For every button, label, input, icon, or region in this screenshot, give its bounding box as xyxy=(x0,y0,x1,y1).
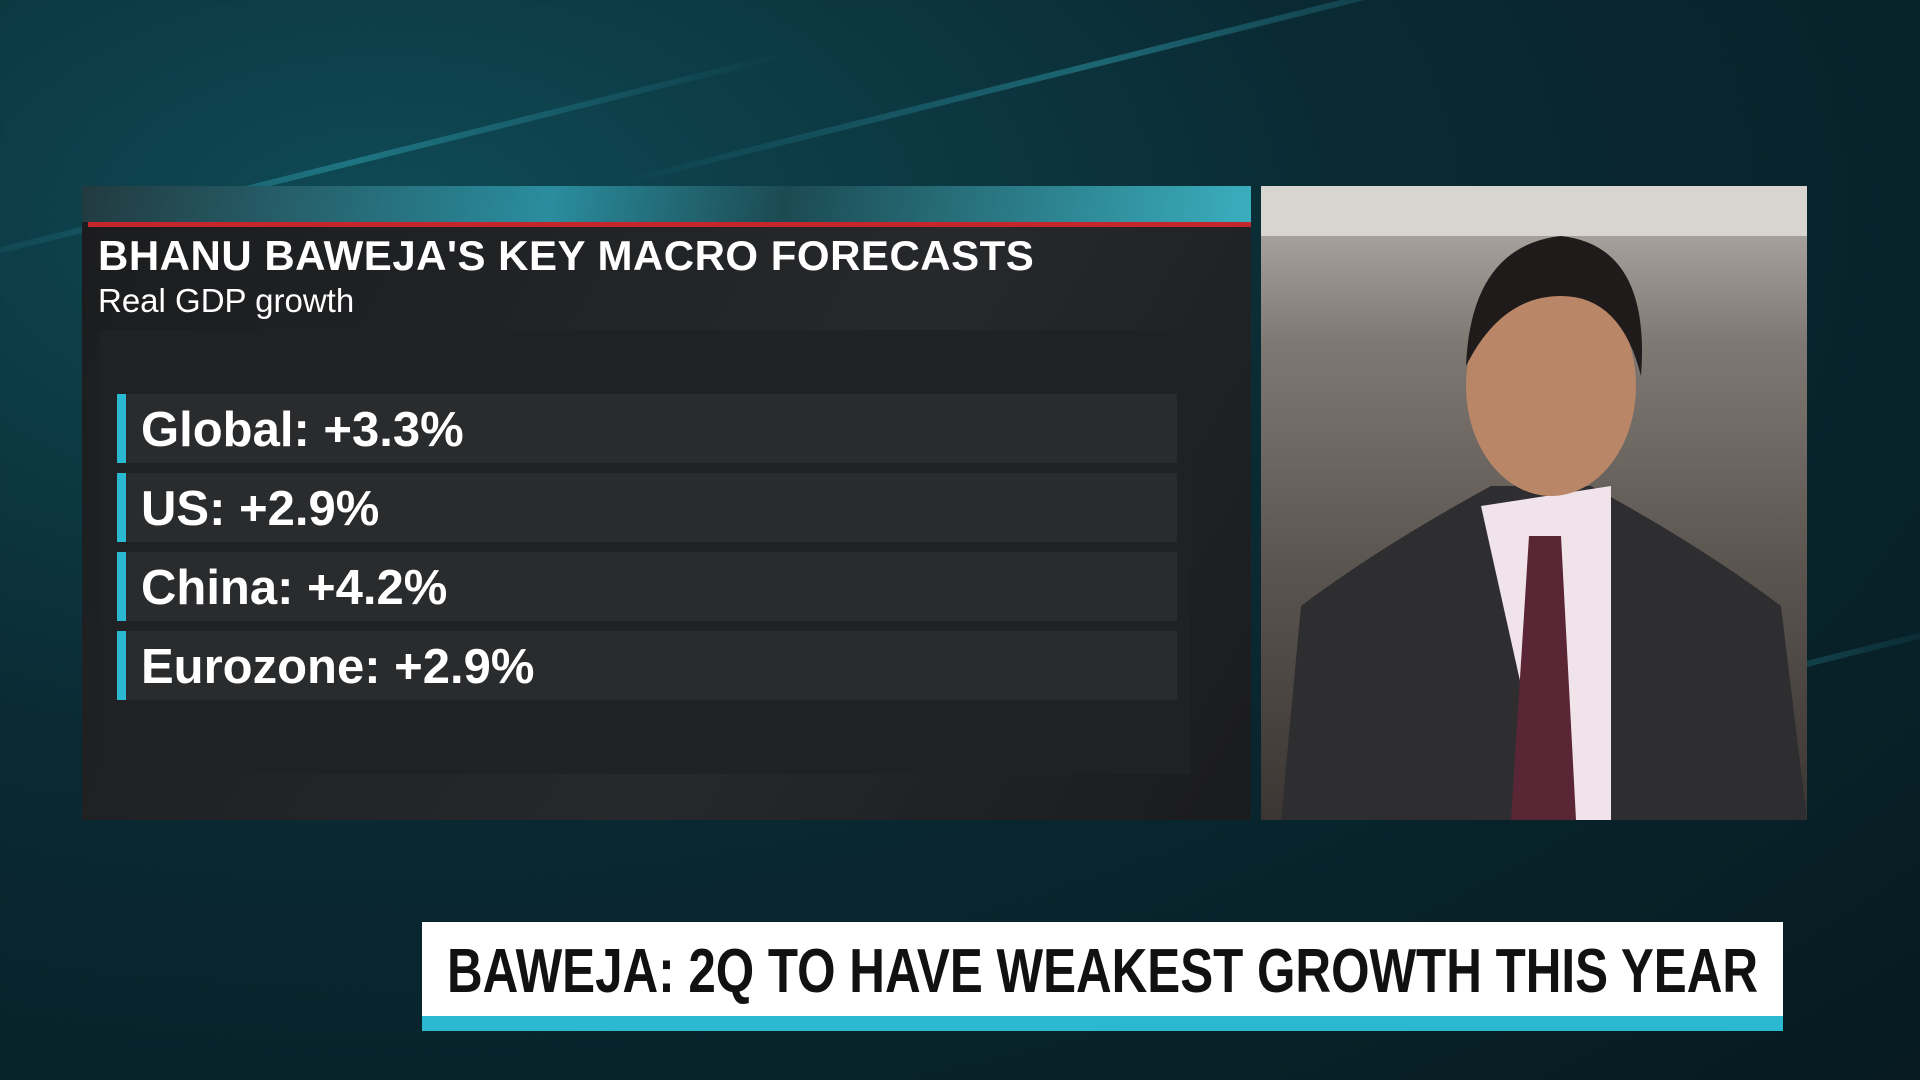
row-accent xyxy=(117,473,126,542)
face xyxy=(1466,276,1636,496)
panel-top-strip xyxy=(82,186,1251,222)
tie xyxy=(1511,536,1576,820)
lights xyxy=(1261,186,1807,236)
forecast-item: China: +4.2% xyxy=(141,561,448,615)
forecast-row: Eurozone: +2.9% xyxy=(117,631,1177,700)
hair xyxy=(1466,236,1642,376)
headline: BAWEJA: 2Q TO HAVE WEAKEST GROWTH THIS Y… xyxy=(447,937,1758,1006)
forecast-row: Global: +3.3% xyxy=(117,394,1177,463)
guest-figure xyxy=(1261,186,1807,820)
guest-video xyxy=(1261,186,1807,820)
headline-stripe xyxy=(422,1016,1783,1031)
panel-red-line xyxy=(88,222,1251,227)
panel-subtitle: Real GDP growth xyxy=(98,282,355,319)
forecast-row: China: +4.2% xyxy=(117,552,1177,621)
headline-box: BAWEJA: 2Q TO HAVE WEAKEST GROWTH THIS Y… xyxy=(447,937,1758,1006)
forecast-list: Global: +3.3% US: +2.9% China: +4.2% Eurozo… xyxy=(100,330,1190,774)
row-accent xyxy=(117,552,126,621)
bg-streak xyxy=(614,0,1586,187)
forecast-panel: BHANU BAWEJA'S KEY MACRO FORECASTS Real … xyxy=(82,186,1251,820)
row-accent xyxy=(117,394,126,463)
forecast-row: US: +2.9% xyxy=(117,473,1177,542)
panel-title: BHANU BAWEJA'S KEY MACRO FORECASTS xyxy=(98,232,1035,279)
forecast-item: US: +2.9% xyxy=(141,482,380,536)
lower-third: BAWEJA: 2Q TO HAVE WEAKEST GROWTH THIS Y… xyxy=(422,922,1783,1031)
forecast-item: Eurozone: +2.9% xyxy=(141,640,535,694)
row-accent xyxy=(117,631,126,700)
forecast-item: Global: +3.3% xyxy=(141,403,464,457)
